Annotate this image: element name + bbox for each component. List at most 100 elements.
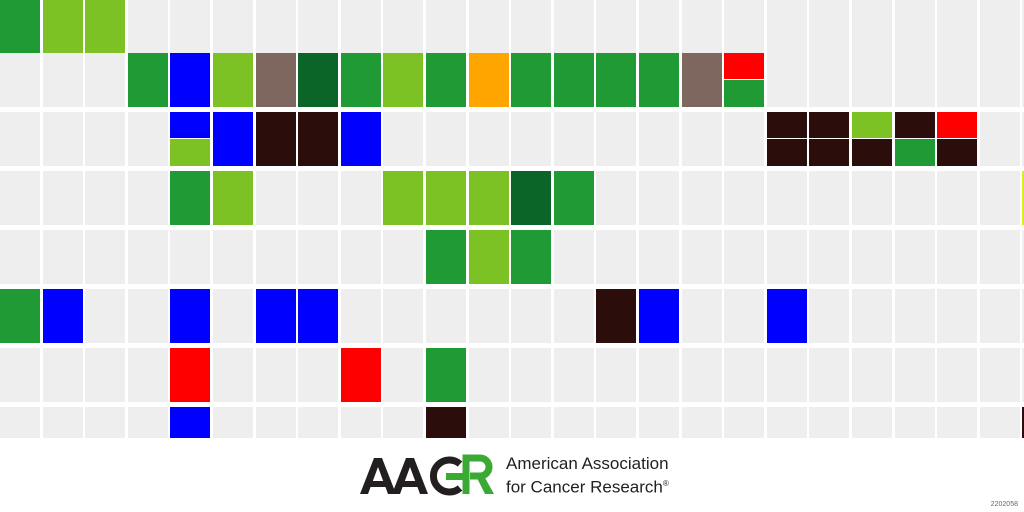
matrix-cell bbox=[1022, 348, 1024, 402]
aacr-name-line1: American Association bbox=[506, 454, 669, 474]
matrix-cell bbox=[0, 0, 41, 54]
matrix-cell bbox=[213, 112, 254, 166]
matrix-cell bbox=[895, 407, 936, 438]
matrix-cell bbox=[724, 289, 765, 343]
matrix-cell bbox=[426, 112, 467, 166]
matrix-cell bbox=[43, 230, 84, 284]
matrix-cell bbox=[639, 348, 680, 402]
matrix-cell bbox=[341, 407, 382, 438]
matrix-cell bbox=[511, 0, 552, 54]
matrix-cell bbox=[426, 348, 467, 402]
matrix-cell bbox=[0, 289, 41, 343]
matrix-cell bbox=[980, 230, 1021, 284]
matrix-cell-half bbox=[895, 138, 936, 166]
matrix-cell bbox=[469, 171, 510, 225]
matrix-cell bbox=[341, 53, 382, 107]
matrix-cell bbox=[596, 171, 637, 225]
matrix-cell bbox=[170, 171, 211, 225]
matrix-cell-half bbox=[852, 112, 893, 138]
matrix-cell bbox=[469, 53, 510, 107]
matrix-cell bbox=[298, 171, 339, 225]
matrix-cell bbox=[298, 230, 339, 284]
matrix-cell bbox=[767, 53, 808, 107]
matrix-cell bbox=[256, 348, 297, 402]
matrix-cell bbox=[256, 230, 297, 284]
matrix-cell bbox=[383, 53, 424, 107]
matrix-cell bbox=[639, 112, 680, 166]
matrix-cell bbox=[724, 230, 765, 284]
matrix-cell bbox=[170, 348, 211, 402]
matrix-cell bbox=[937, 171, 978, 225]
matrix-cell bbox=[85, 230, 126, 284]
matrix-cell bbox=[937, 0, 978, 54]
matrix-cell bbox=[213, 53, 254, 107]
matrix-cell bbox=[980, 53, 1021, 107]
matrix-cell bbox=[980, 407, 1021, 438]
matrix-cell bbox=[767, 289, 808, 343]
matrix-cell bbox=[937, 289, 978, 343]
matrix-cell bbox=[85, 171, 126, 225]
matrix-cell bbox=[298, 407, 339, 438]
matrix-cell bbox=[937, 230, 978, 284]
matrix-cell bbox=[724, 0, 765, 54]
matrix-cell bbox=[85, 112, 126, 166]
matrix-cell bbox=[511, 230, 552, 284]
matrix-cell bbox=[1022, 53, 1024, 107]
matrix-cell bbox=[895, 0, 936, 54]
matrix-cell bbox=[852, 289, 893, 343]
matrix-cell bbox=[1022, 407, 1024, 438]
matrix-cell bbox=[809, 53, 850, 107]
matrix-cell bbox=[639, 0, 680, 54]
matrix-cell bbox=[43, 171, 84, 225]
matrix-cell bbox=[1022, 230, 1024, 284]
matrix-cell bbox=[426, 289, 467, 343]
matrix-cell bbox=[170, 53, 211, 107]
matrix-cell bbox=[426, 230, 467, 284]
matrix-cell bbox=[256, 53, 297, 107]
matrix-cell bbox=[213, 0, 254, 54]
matrix-cell bbox=[980, 289, 1021, 343]
matrix-cell bbox=[85, 407, 126, 438]
matrix-cell bbox=[170, 289, 211, 343]
matrix-cell bbox=[724, 171, 765, 225]
matrix-cell bbox=[767, 0, 808, 54]
matrix-cell bbox=[128, 112, 169, 166]
matrix-cell-half bbox=[937, 138, 978, 166]
matrix-cell bbox=[767, 348, 808, 402]
matrix-cell bbox=[724, 112, 765, 166]
matrix-cell bbox=[341, 112, 382, 166]
registered-mark: ® bbox=[662, 479, 669, 489]
matrix-cell bbox=[724, 348, 765, 402]
matrix-cell bbox=[298, 112, 339, 166]
matrix-cell bbox=[554, 289, 595, 343]
matrix-cell bbox=[682, 289, 723, 343]
matrix-cell bbox=[511, 289, 552, 343]
matrix-cell bbox=[937, 407, 978, 438]
matrix-cell bbox=[980, 0, 1021, 54]
matrix-cell bbox=[767, 407, 808, 438]
matrix-cell bbox=[852, 0, 893, 54]
matrix-cell bbox=[554, 407, 595, 438]
matrix-cell bbox=[980, 171, 1021, 225]
matrix-cell bbox=[298, 348, 339, 402]
matrix-cell-half bbox=[895, 112, 936, 138]
matrix-cell bbox=[596, 53, 637, 107]
matrix-cell bbox=[256, 0, 297, 54]
matrix-cell bbox=[895, 230, 936, 284]
matrix-cell bbox=[980, 112, 1021, 166]
matrix-cell bbox=[554, 348, 595, 402]
matrix-cell bbox=[809, 171, 850, 225]
matrix-cell bbox=[43, 348, 84, 402]
matrix-cell bbox=[383, 230, 424, 284]
matrix-cell bbox=[298, 0, 339, 54]
matrix-cell bbox=[128, 348, 169, 402]
matrix-cell bbox=[128, 289, 169, 343]
matrix-cell-half bbox=[852, 138, 893, 166]
matrix-cell bbox=[0, 348, 41, 402]
matrix-cell bbox=[0, 112, 41, 166]
aacr-name-line2: for Cancer Research® bbox=[506, 474, 669, 498]
matrix-cell bbox=[682, 112, 723, 166]
matrix-cell bbox=[85, 53, 126, 107]
matrix-cell bbox=[1022, 171, 1024, 225]
matrix-cell bbox=[383, 171, 424, 225]
